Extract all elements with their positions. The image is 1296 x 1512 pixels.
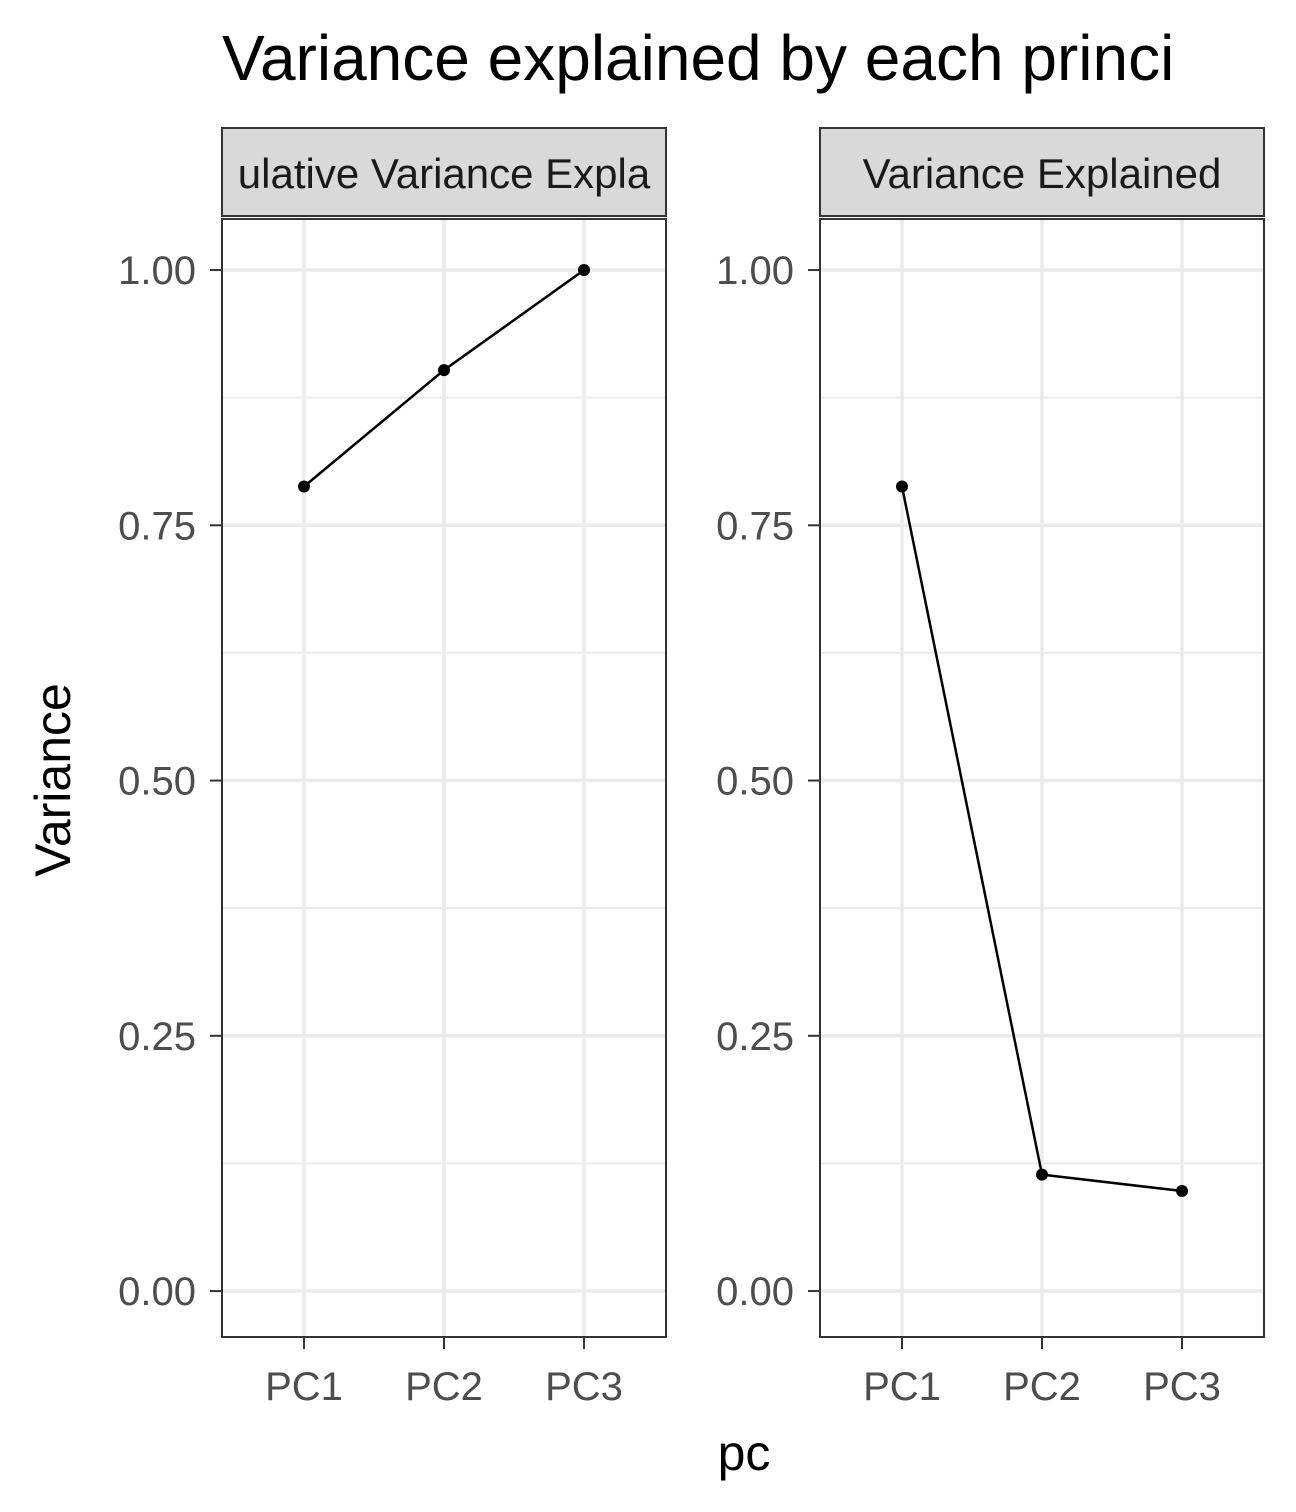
y-tick-label: 0.25 <box>118 1015 196 1059</box>
panel-2: Variance Explained 0.00 0.25 0.50 0.75 1.00 PC… <box>716 127 1265 1409</box>
gridlines <box>222 219 666 1337</box>
y-tick-label: 0.75 <box>118 504 196 548</box>
y-tick-label: 0.75 <box>716 504 794 548</box>
x-axis-title: pc <box>718 1425 771 1481</box>
y-tick-label: 0.50 <box>716 760 794 804</box>
data-point-pc2 <box>1036 1168 1048 1181</box>
facet-strip <box>819 127 1265 217</box>
x-tick-label: PC1 <box>863 1365 941 1409</box>
panel-1: ulative Variance Expla 0.00 0.25 0.50 0.75 1.… <box>118 127 667 1409</box>
x-tick-label: PC2 <box>405 1365 483 1409</box>
data-point-pc1 <box>298 480 310 493</box>
data-point-pc2 <box>438 364 450 377</box>
y-tick-label: 0.25 <box>716 1015 794 1059</box>
y-tick-label: 0.00 <box>716 1270 794 1314</box>
y-tick-label: 0.50 <box>118 760 196 804</box>
y-tick-label: 0.00 <box>118 1270 196 1314</box>
y-tick-label: 1.00 <box>716 249 794 293</box>
x-tick-label: PC3 <box>1143 1365 1221 1409</box>
data-point-pc3 <box>578 264 590 277</box>
gridlines <box>820 219 1264 1337</box>
y-axis-title: Variance <box>25 683 81 877</box>
chart-title: Variance explained by each princi <box>222 22 1174 94</box>
y-tick-label: 1.00 <box>118 249 196 293</box>
x-tick-label: PC2 <box>1003 1365 1081 1409</box>
facet-strip-label: Variance Explained <box>863 150 1222 197</box>
facet-strip <box>221 127 667 217</box>
data-point-pc3 <box>1176 1184 1188 1197</box>
x-tick-label: PC1 <box>265 1365 343 1409</box>
x-tick-label: PC3 <box>545 1365 623 1409</box>
data-point-pc1 <box>896 480 908 493</box>
facet-strip-label: ulative Variance Expla <box>238 150 651 197</box>
